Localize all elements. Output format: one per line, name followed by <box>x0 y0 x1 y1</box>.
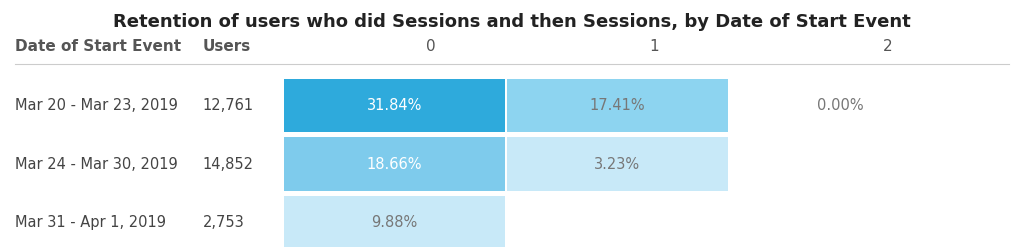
Text: Mar 20 - Mar 23, 2019: Mar 20 - Mar 23, 2019 <box>15 98 178 113</box>
Text: 0.00%: 0.00% <box>817 98 864 113</box>
Text: 14,852: 14,852 <box>203 156 254 172</box>
Text: 2: 2 <box>883 39 892 54</box>
Text: 12,761: 12,761 <box>203 98 254 113</box>
Text: Date of Start Event: Date of Start Event <box>15 39 181 54</box>
Text: 31.84%: 31.84% <box>367 98 422 113</box>
Text: 17.41%: 17.41% <box>590 98 645 113</box>
Text: Mar 24 - Mar 30, 2019: Mar 24 - Mar 30, 2019 <box>15 156 178 172</box>
Text: 2,753: 2,753 <box>203 215 245 230</box>
FancyBboxPatch shape <box>284 78 505 132</box>
Text: 1: 1 <box>649 39 658 54</box>
Text: 3.23%: 3.23% <box>594 156 641 172</box>
FancyBboxPatch shape <box>507 137 728 191</box>
Text: 18.66%: 18.66% <box>367 156 422 172</box>
FancyBboxPatch shape <box>284 137 505 191</box>
Text: Mar 31 - Apr 1, 2019: Mar 31 - Apr 1, 2019 <box>15 215 166 230</box>
Text: 0: 0 <box>426 39 435 54</box>
Text: Users: Users <box>203 39 251 54</box>
FancyBboxPatch shape <box>284 196 505 250</box>
Text: 9.88%: 9.88% <box>372 215 418 230</box>
Text: Retention of users who did Sessions and then Sessions, by Date of Start Event: Retention of users who did Sessions and … <box>113 12 911 30</box>
FancyBboxPatch shape <box>507 78 728 132</box>
